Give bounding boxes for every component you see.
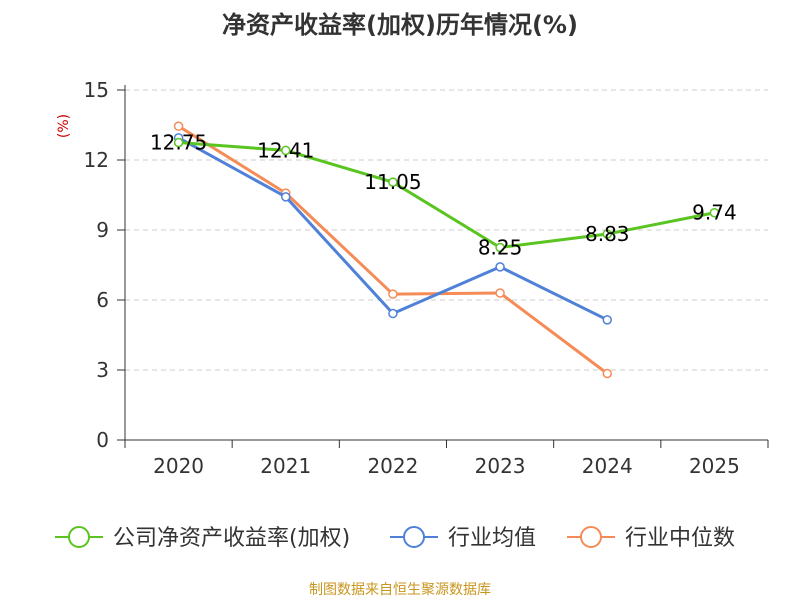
legend-marker-icon xyxy=(403,526,425,548)
series-1 xyxy=(173,133,612,325)
x-tick-label: 2024 xyxy=(582,454,633,478)
legend-item-2[interactable]: 行业中位数 xyxy=(567,526,735,551)
x-tick-label: 2020 xyxy=(153,454,204,478)
grid-lines xyxy=(125,89,768,371)
legend-label: 行业均值 xyxy=(448,526,536,551)
data-point[interactable] xyxy=(173,121,184,131)
series-0 xyxy=(173,137,720,253)
legend-label: 行业中位数 xyxy=(625,526,735,551)
data-point[interactable] xyxy=(495,288,505,298)
y-tick-label: 0 xyxy=(96,428,109,452)
data-point[interactable] xyxy=(602,315,612,325)
data-point[interactable] xyxy=(495,242,505,253)
chart-title: 净资产收益率(加权)历年情况(%) xyxy=(222,11,578,39)
data-labels: 12.75 12.41 11.05 8.25 8.83 9.74 xyxy=(150,131,737,260)
legend-label: 公司净资产收益率(加权) xyxy=(113,526,350,551)
x-tick-label: 2025 xyxy=(689,454,740,478)
legend-item-0[interactable]: 公司净资产收益率(加权) xyxy=(55,526,350,551)
series-line xyxy=(177,124,609,375)
series-2 xyxy=(173,121,612,379)
data-point[interactable] xyxy=(709,207,720,218)
source-note: 制图数据来自恒生聚源数据库 xyxy=(309,582,491,598)
data-label: 12.41 xyxy=(257,138,314,162)
legend-marker-icon xyxy=(68,526,90,548)
legend-item-1[interactable]: 行业均值 xyxy=(390,526,536,551)
legend-marker-icon xyxy=(580,526,602,548)
data-label: 8.83 xyxy=(585,222,630,246)
data-point[interactable] xyxy=(281,145,291,156)
series-lines xyxy=(173,121,720,379)
y-tick-label: 3 xyxy=(96,358,109,382)
data-point[interactable] xyxy=(388,308,398,319)
y-tick-label: 12 xyxy=(84,148,109,172)
data-label: 11.05 xyxy=(364,170,421,194)
data-point[interactable] xyxy=(281,192,291,202)
y-axis-unit-label: (%) xyxy=(56,114,72,138)
legend[interactable]: 公司净资产收益率(加权) 行业均值 行业中位数 xyxy=(55,526,735,551)
data-point[interactable] xyxy=(495,262,505,272)
y-tick-label: 9 xyxy=(96,218,109,242)
data-label: 9.74 xyxy=(692,201,737,225)
y-tick-label: 6 xyxy=(96,288,109,312)
data-point[interactable] xyxy=(602,229,612,239)
y-tick-label: 15 xyxy=(84,78,109,102)
x-tick-label: 2023 xyxy=(475,454,526,478)
x-tick-label: 2022 xyxy=(367,454,418,478)
axes: 0 3 6 9 12 15 2020 2021 2022 2023 2024 2025 xyxy=(84,78,769,478)
data-point[interactable] xyxy=(388,177,398,187)
data-point[interactable] xyxy=(173,137,184,148)
x-tick-label: 2021 xyxy=(260,454,311,478)
series-line xyxy=(178,141,715,249)
data-point[interactable] xyxy=(388,289,398,299)
data-label: 12.75 xyxy=(150,131,207,155)
data-label: 8.25 xyxy=(478,236,523,260)
data-point[interactable] xyxy=(602,368,612,379)
